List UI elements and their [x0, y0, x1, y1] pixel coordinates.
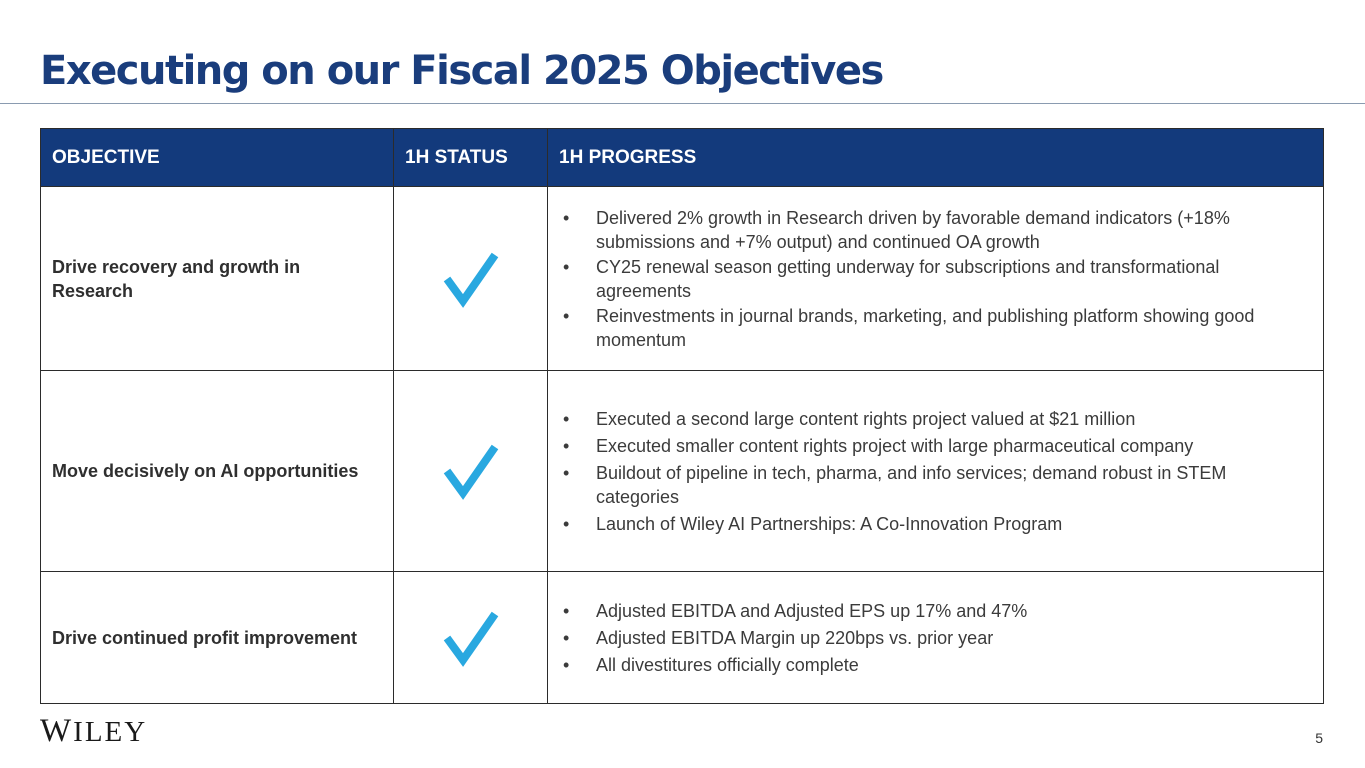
header-progress: 1H PROGRESS [547, 128, 1324, 187]
check-icon [395, 249, 546, 309]
title-divider [0, 103, 1365, 104]
header-objective: OBJECTIVE [40, 128, 394, 187]
progress-bullet: Delivered 2% growth in Research driven b… [558, 206, 1313, 254]
progress-cell: Delivered 2% growth in Research driven b… [547, 186, 1324, 371]
progress-bullet: Adjusted EBITDA Margin up 220bps vs. pri… [558, 626, 1313, 650]
table-header-row: OBJECTIVE 1H STATUS 1H PROGRESS [40, 128, 1324, 187]
objectives-table: OBJECTIVE 1H STATUS 1H PROGRESS Drive re… [40, 128, 1324, 704]
objective-cell: Drive recovery and growth in Research [40, 186, 394, 371]
progress-list: Executed a second large content rights p… [558, 407, 1313, 536]
progress-bullet: Executed a second large content rights p… [558, 407, 1313, 431]
check-icon [395, 441, 546, 501]
progress-bullet: Reinvestments in journal brands, marketi… [558, 304, 1313, 352]
check-icon [395, 608, 546, 668]
progress-bullet: All divestitures officially complete [558, 653, 1313, 677]
progress-bullet: Executed smaller content rights project … [558, 434, 1313, 458]
progress-cell: Adjusted EBITDA and Adjusted EPS up 17% … [547, 571, 1324, 704]
table-row: Move decisively on AI opportunities Exec… [40, 370, 1324, 572]
page-number: 5 [1315, 730, 1323, 746]
status-cell [393, 571, 548, 704]
progress-cell: Executed a second large content rights p… [547, 370, 1324, 572]
header-status: 1H STATUS [393, 128, 548, 187]
progress-bullet: Launch of Wiley AI Partnerships: A Co-In… [558, 512, 1313, 536]
progress-list: Delivered 2% growth in Research driven b… [558, 206, 1313, 352]
wiley-logo: WILEY [40, 713, 148, 749]
objective-cell: Move decisively on AI opportunities [40, 370, 394, 572]
table-row: Drive recovery and growth in Research De… [40, 186, 1324, 371]
slide-title: Executing on our Fiscal 2025 Objectives [40, 48, 884, 94]
status-cell [393, 186, 548, 371]
progress-bullet: Buildout of pipeline in tech, pharma, an… [558, 461, 1313, 509]
progress-list: Adjusted EBITDA and Adjusted EPS up 17% … [558, 599, 1313, 677]
logo-initial: W [40, 713, 74, 749]
status-cell [393, 370, 548, 572]
progress-bullet: CY25 renewal season getting underway for… [558, 255, 1313, 303]
objective-cell: Drive continued profit improvement [40, 571, 394, 704]
table-row: Drive continued profit improvement Adjus… [40, 571, 1324, 704]
progress-bullet: Adjusted EBITDA and Adjusted EPS up 17% … [558, 599, 1313, 623]
